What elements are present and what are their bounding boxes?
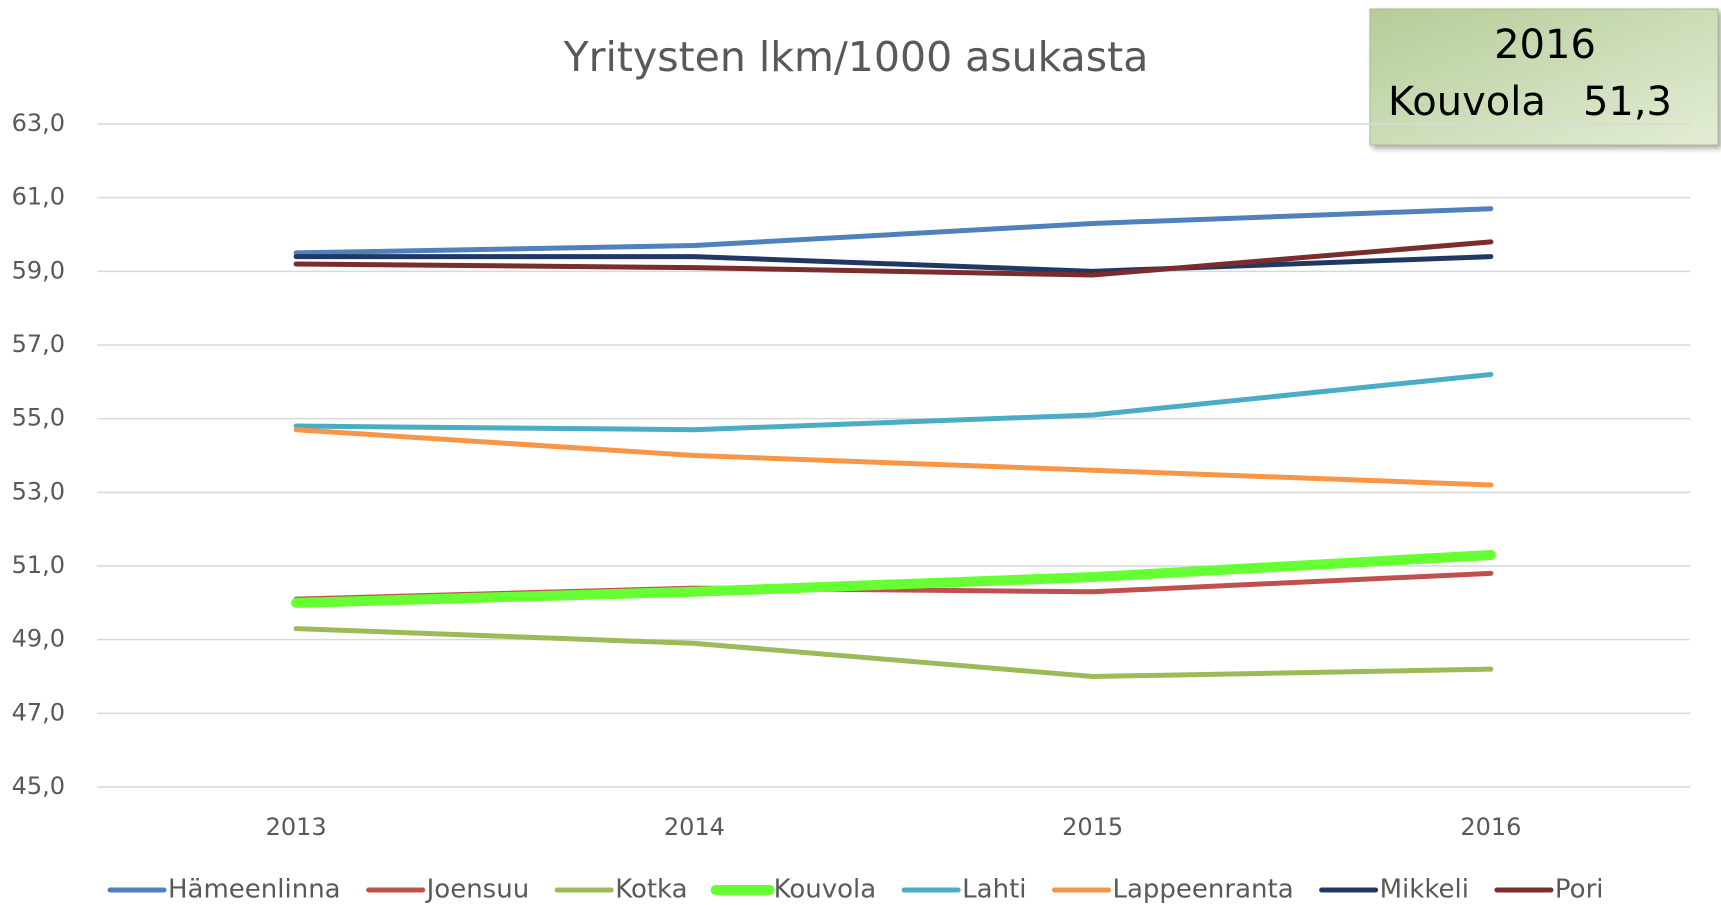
series-line [293,427,1494,488]
y-tick-label: 59,0 [12,256,65,284]
y-tick-label: 61,0 [12,183,65,211]
series-line [293,206,1494,256]
x-tick-label: 2013 [266,813,327,841]
series-line [293,371,1494,433]
chart-title: Yritysten lkm/1000 asukasta [563,33,1149,81]
x-tick-label: 2014 [664,813,725,841]
grid [97,123,1690,788]
y-tick-label: 45,0 [12,772,65,800]
legend-label: Kotka [615,875,687,905]
legend-label: Joensuu [425,875,530,905]
y-tick-label: 63,0 [12,109,65,137]
series-line [293,239,1494,278]
annotation-city: Kouvola [1388,79,1546,125]
annotation-year: 2016 [1494,22,1596,68]
y-tick-label: 55,0 [12,404,65,432]
y-tick-label: 57,0 [12,330,65,358]
x-tick-label: 2016 [1460,813,1521,841]
legend-label: Pori [1555,875,1604,905]
y-tick-label: 51,0 [12,551,65,579]
legend-label: Hämeenlinna [168,875,341,905]
y-tick-label: 49,0 [12,625,65,653]
annotation-background [1369,8,1719,146]
series-line [293,626,1494,679]
annotation-box: 2016 Kouvola 51,3 [1369,8,1719,146]
y-tick-label: 47,0 [12,698,65,726]
series-line [293,254,1494,274]
x-tick-label: 2015 [1062,813,1123,841]
legend-label: Lappeenranta [1113,875,1294,905]
annotation-value: 51,3 [1583,79,1672,125]
series-line [291,549,1496,608]
legend-label: Mikkeli [1380,875,1469,905]
legend-label: Kouvola [774,875,877,905]
y-tick-label: 53,0 [12,477,65,505]
legend-label: Lahti [962,875,1026,905]
